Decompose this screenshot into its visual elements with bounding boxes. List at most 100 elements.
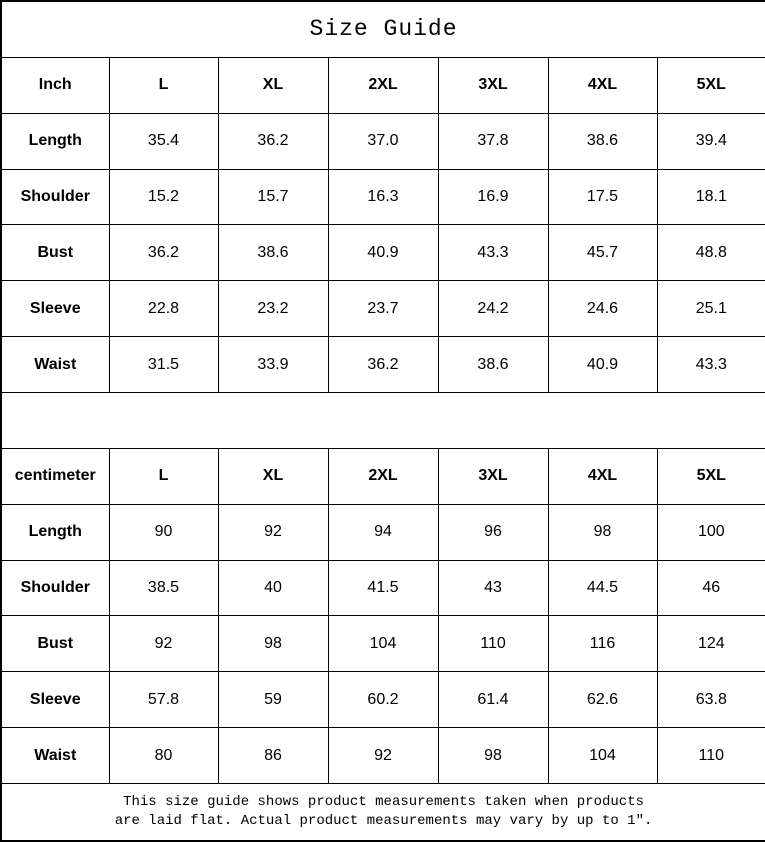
footer-note: This size guide shows product measuremen… (0, 783, 765, 842)
measurement-value-cell: 33.9 (217, 336, 329, 394)
spacer-cell (0, 392, 765, 449)
measurement-value-cell: 17.5 (547, 168, 658, 226)
measurement-value-cell: 124 (656, 615, 765, 673)
measurement-value-cell: 92 (217, 503, 329, 561)
measurement-value-cell: 98 (547, 503, 658, 561)
measurement-value-cell: 25.1 (656, 280, 765, 338)
measurement-value-cell: 63.8 (656, 671, 765, 729)
footer-note-line2: are laid flat. Actual product measuremen… (114, 813, 653, 830)
measurement-label-cell: Shoulder (0, 168, 110, 226)
measurement-value-cell: 40.9 (547, 336, 658, 394)
unit-header-cell: centimeter (0, 447, 110, 505)
measurement-value-cell: 100 (656, 503, 765, 561)
table-row: Waist 31.5 33.9 36.2 38.6 40.9 43.3 (0, 336, 765, 394)
measurement-value-cell: 43.3 (437, 224, 549, 282)
measurement-value-cell: 116 (547, 615, 658, 673)
measurement-value-cell: 38.6 (547, 112, 658, 170)
spacer-row (0, 392, 765, 449)
inch-section: Inch L XL 2XL 3XL 4XL 5XL Length 35.4 36.2 37.0 37.… (0, 56, 765, 394)
size-header-row: centimeter L XL 2XL 3XL 4XL 5XL (0, 447, 765, 505)
measurement-value-cell: 45.7 (547, 224, 658, 282)
measurement-value-cell: 62.6 (547, 671, 658, 729)
size-header-row: Inch L XL 2XL 3XL 4XL 5XL (0, 56, 765, 114)
measurement-value-cell: 38.6 (437, 336, 549, 394)
size-header-cell: 4XL (547, 447, 658, 505)
size-header-cell: L (108, 56, 219, 114)
measurement-value-cell: 110 (656, 727, 765, 785)
measurement-value-cell: 38.5 (108, 559, 219, 617)
measurement-value-cell: 104 (547, 727, 658, 785)
title-row: Size Guide (0, 0, 765, 58)
measurement-value-cell: 36.2 (327, 336, 439, 394)
measurement-label-cell: Waist (0, 336, 110, 394)
measurement-value-cell: 24.2 (437, 280, 549, 338)
measurement-label-cell: Sleeve (0, 280, 110, 338)
measurement-value-cell: 92 (108, 615, 219, 673)
measurement-label-cell: Length (0, 112, 110, 170)
measurement-value-cell: 43 (437, 559, 549, 617)
measurement-value-cell: 36.2 (217, 112, 329, 170)
measurement-value-cell: 36.2 (108, 224, 219, 282)
measurement-value-cell: 48.8 (656, 224, 765, 282)
measurement-value-cell: 15.2 (108, 168, 219, 226)
table-row: Length 90 92 94 96 98 100 (0, 503, 765, 561)
measurement-value-cell: 39.4 (656, 112, 765, 170)
table-row: Sleeve 57.8 59 60.2 61.4 62.6 63.8 (0, 671, 765, 729)
measurement-value-cell: 96 (437, 503, 549, 561)
table-row: Bust 92 98 104 110 116 124 (0, 615, 765, 673)
measurement-label-cell: Sleeve (0, 671, 110, 729)
measurement-value-cell: 98 (437, 727, 549, 785)
measurement-label-cell: Shoulder (0, 559, 110, 617)
measurement-value-cell: 24.6 (547, 280, 658, 338)
table-row: Shoulder 15.2 15.7 16.3 16.9 17.5 18.1 (0, 168, 765, 226)
measurement-value-cell: 60.2 (327, 671, 439, 729)
measurement-value-cell: 40.9 (327, 224, 439, 282)
measurement-value-cell: 80 (108, 727, 219, 785)
measurement-value-cell: 90 (108, 503, 219, 561)
size-header-cell: 5XL (656, 447, 765, 505)
size-header-cell: 5XL (656, 56, 765, 114)
spacer-section (0, 392, 765, 449)
measurement-value-cell: 23.2 (217, 280, 329, 338)
measurement-value-cell: 61.4 (437, 671, 549, 729)
title-section: Size Guide (0, 0, 765, 58)
page-title: Size Guide (0, 0, 765, 58)
measurement-value-cell: 18.1 (656, 168, 765, 226)
measurement-label-cell: Bust (0, 224, 110, 282)
size-header-cell: 3XL (437, 56, 549, 114)
measurement-value-cell: 16.3 (327, 168, 439, 226)
measurement-value-cell: 35.4 (108, 112, 219, 170)
footer-row: This size guide shows product measuremen… (0, 783, 765, 842)
table-row: Bust 36.2 38.6 40.9 43.3 45.7 48.8 (0, 224, 765, 282)
measurement-value-cell: 110 (437, 615, 549, 673)
table-row: Length 35.4 36.2 37.0 37.8 38.6 39.4 (0, 112, 765, 170)
size-header-cell: 2XL (327, 447, 439, 505)
measurement-value-cell: 16.9 (437, 168, 549, 226)
size-header-cell: 2XL (327, 56, 439, 114)
table-row: Shoulder 38.5 40 41.5 43 44.5 46 (0, 559, 765, 617)
measurement-label-cell: Bust (0, 615, 110, 673)
measurement-value-cell: 15.7 (217, 168, 329, 226)
measurement-value-cell: 104 (327, 615, 439, 673)
measurement-value-cell: 98 (217, 615, 329, 673)
measurement-value-cell: 38.6 (217, 224, 329, 282)
measurement-value-cell: 46 (656, 559, 765, 617)
centimeter-section: centimeter L XL 2XL 3XL 4XL 5XL Length 90 92 94 96 9… (0, 447, 765, 785)
measurement-value-cell: 94 (327, 503, 439, 561)
measurement-value-cell: 59 (217, 671, 329, 729)
size-header-cell: L (108, 447, 219, 505)
footer-section: This size guide shows product measuremen… (0, 783, 765, 842)
size-header-cell: XL (217, 56, 329, 114)
measurement-value-cell: 31.5 (108, 336, 219, 394)
size-header-cell: XL (217, 447, 329, 505)
table-row: Sleeve 22.8 23.2 23.7 24.2 24.6 25.1 (0, 280, 765, 338)
measurement-value-cell: 92 (327, 727, 439, 785)
measurement-value-cell: 41.5 (327, 559, 439, 617)
table-row: Waist 80 86 92 98 104 110 (0, 727, 765, 785)
measurement-label-cell: Length (0, 503, 110, 561)
measurement-value-cell: 22.8 (108, 280, 219, 338)
measurement-value-cell: 23.7 (327, 280, 439, 338)
measurement-value-cell: 86 (217, 727, 329, 785)
